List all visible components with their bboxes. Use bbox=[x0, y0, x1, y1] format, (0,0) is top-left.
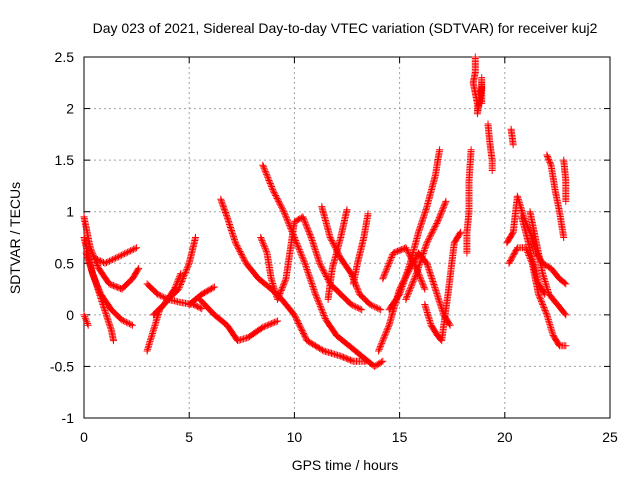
series-arc-o bbox=[324, 206, 351, 303]
y-tick-label: 1 bbox=[66, 204, 74, 220]
axis-ticks: 0 5 10 15 20 25 -1 -0.5 0 0.5 1 1.5 2 2.5 bbox=[50, 49, 618, 445]
series-arc-m bbox=[259, 161, 387, 370]
x-tick-label: 0 bbox=[80, 429, 88, 445]
series-marks bbox=[385, 146, 444, 314]
series-arc-s bbox=[385, 146, 444, 314]
series-marks bbox=[259, 161, 387, 370]
x-tick-label: 5 bbox=[185, 429, 193, 445]
series-marks bbox=[507, 125, 517, 149]
series-arc-w bbox=[469, 53, 486, 118]
series-arc-a bbox=[80, 213, 143, 293]
series-marks bbox=[324, 206, 351, 303]
series-arc-l bbox=[257, 213, 366, 314]
x-axis-label: GPS time / hours bbox=[292, 457, 399, 473]
series-marks bbox=[560, 156, 570, 205]
series-arc-c bbox=[82, 249, 117, 345]
series-marks bbox=[91, 244, 141, 267]
series-marks bbox=[421, 228, 465, 345]
grid-lines bbox=[84, 57, 610, 418]
y-axis-label: SDTVAR / TECUs bbox=[7, 182, 23, 294]
y-tick-label: 2 bbox=[66, 101, 74, 117]
series-marks bbox=[543, 151, 568, 241]
series-marks bbox=[80, 311, 92, 329]
series-marks bbox=[518, 213, 549, 298]
chart-title: Day 023 of 2021, Sidereal Day-to-day VTE… bbox=[93, 20, 598, 36]
series-arc-x bbox=[484, 120, 496, 174]
series-arc-ad bbox=[560, 156, 570, 205]
series-marks bbox=[149, 270, 185, 319]
series-arc-ab bbox=[526, 208, 570, 319]
data-points bbox=[80, 53, 570, 370]
series-marks bbox=[257, 213, 366, 314]
series-marks bbox=[402, 197, 450, 303]
y-tick-label: -0.5 bbox=[50, 358, 74, 374]
series-arc-t bbox=[421, 228, 465, 345]
series-arc-u bbox=[402, 197, 450, 303]
series-arc-e bbox=[91, 244, 141, 267]
series-marks bbox=[469, 53, 486, 118]
series-arc-y bbox=[507, 125, 517, 149]
series-arc-v bbox=[463, 146, 475, 257]
series-marks bbox=[80, 213, 143, 293]
y-tick-label: 2.5 bbox=[55, 49, 75, 65]
series-marks bbox=[526, 208, 570, 319]
x-tick-label: 25 bbox=[602, 429, 618, 445]
x-tick-label: 15 bbox=[392, 429, 408, 445]
y-tick-label: -1 bbox=[62, 410, 75, 426]
x-tick-label: 20 bbox=[497, 429, 513, 445]
series-marks bbox=[463, 146, 475, 257]
series-arc-j bbox=[217, 195, 370, 365]
y-tick-label: 0 bbox=[66, 307, 74, 323]
series-arc-p bbox=[349, 210, 372, 288]
series-arc-d bbox=[80, 311, 92, 329]
series-marks bbox=[349, 210, 372, 288]
y-tick-label: 1.5 bbox=[55, 152, 75, 168]
y-tick-label: 0.5 bbox=[55, 255, 75, 271]
series-arc-h bbox=[149, 270, 185, 319]
series-marks bbox=[484, 120, 496, 174]
series-marks bbox=[143, 295, 206, 355]
series-marks bbox=[82, 249, 117, 345]
series-marks bbox=[196, 295, 282, 345]
x-tick-label: 10 bbox=[287, 429, 303, 445]
series-arc-ac bbox=[543, 151, 568, 241]
series-marks bbox=[217, 195, 370, 365]
series-arc-f bbox=[143, 295, 206, 355]
series-arc-ae bbox=[518, 213, 549, 298]
series-arc-k bbox=[196, 295, 282, 345]
